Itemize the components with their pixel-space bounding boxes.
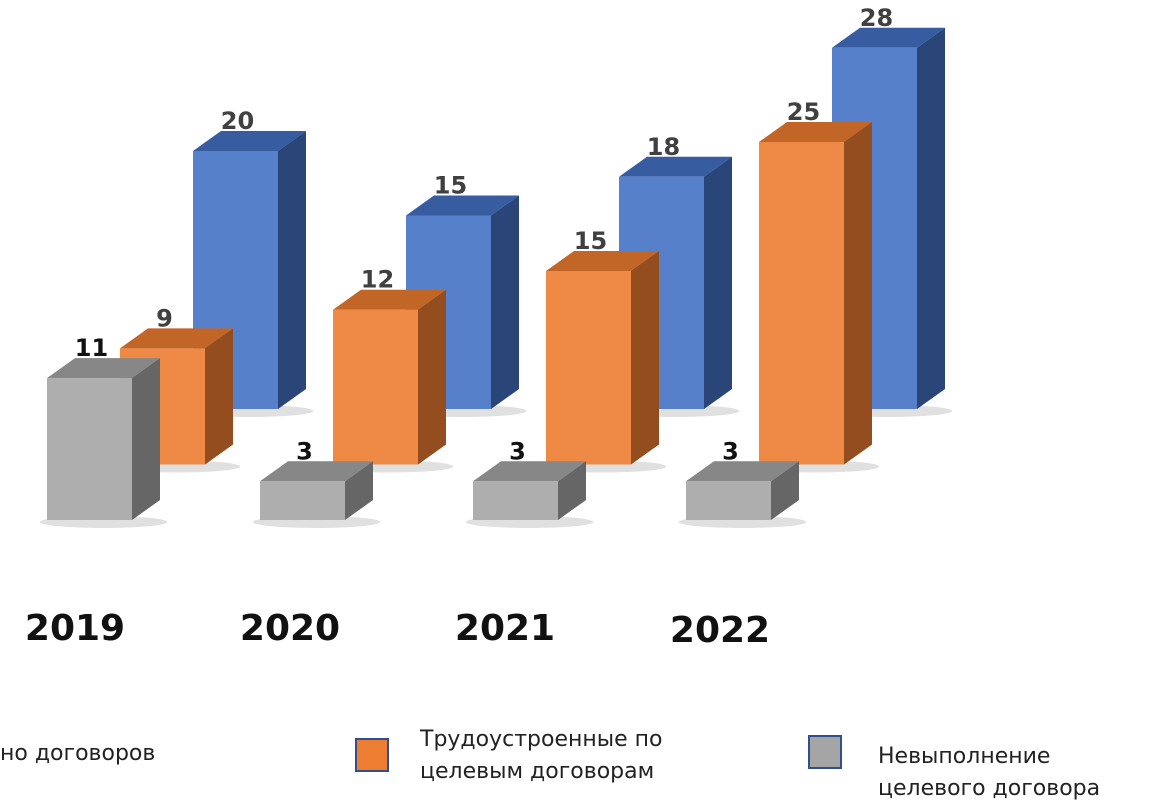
value-label: 15: [574, 227, 607, 255]
bar: [546, 271, 631, 465]
bar-top-shade: [473, 461, 586, 482]
bar-top: [686, 461, 799, 482]
bar-top: [193, 131, 306, 151]
bar-highlight: [686, 481, 771, 520]
bar-highlight: [546, 271, 631, 465]
value-label: 3: [296, 437, 313, 465]
bar-side: [844, 122, 872, 465]
bar-top-shade: [120, 328, 233, 349]
legend-swatch: [355, 738, 389, 772]
bar: [47, 378, 132, 520]
bar-side: [205, 328, 233, 465]
bar-top-shade: [546, 251, 659, 271]
legend-label: Невыполнение целевого договора: [878, 744, 1101, 801]
bar-side: [631, 251, 659, 465]
value-label: 20: [221, 107, 254, 135]
bar-top-shade: [333, 289, 446, 310]
bar-highlight: [47, 378, 132, 520]
bar-side-shade: [844, 122, 872, 465]
x-tick-label: 2019: [25, 608, 125, 649]
bar-top: [260, 461, 373, 482]
bar-side-shade: [132, 358, 160, 520]
value-label: 28: [860, 4, 893, 32]
value-label: 15: [434, 172, 467, 200]
bar-side: [345, 461, 373, 520]
bar-top: [406, 195, 519, 216]
bar-top-shade: [260, 461, 373, 482]
bar-highlight: [473, 481, 558, 520]
bar-side: [558, 461, 586, 520]
x-tick-label: 2022: [670, 610, 770, 651]
value-label: 18: [647, 133, 680, 161]
legend-label: Трудоустроенные по целевым договорам: [420, 727, 663, 784]
bar-highlight: [759, 142, 844, 465]
x-tick-label: 2021: [455, 608, 555, 649]
legend-label: но договоров: [0, 741, 156, 766]
plot: 20 15 18 28 9 12 15 25 11 3 3 3 2019 2020 2021 2022: [25, 4, 953, 651]
bar: [260, 481, 345, 520]
bar-top: [473, 461, 586, 482]
bar-side-shade: [704, 156, 732, 409]
bar-top: [759, 122, 872, 142]
bar-side-shade: [345, 461, 373, 520]
bar-side: [771, 461, 799, 520]
value-label: 25: [787, 98, 820, 126]
bar-top-shade: [619, 156, 732, 177]
bar-top-shade: [759, 122, 872, 142]
bar-top: [333, 289, 446, 310]
x-tick-label: 2020: [240, 608, 340, 649]
bar-side: [278, 131, 306, 409]
bar-side-shade: [278, 131, 306, 409]
bar-top-shade: [406, 195, 519, 216]
bar-side-shade: [558, 461, 586, 520]
bar-highlight: [260, 481, 345, 520]
bar-top-shade: [47, 358, 160, 379]
bar-top-shade: [832, 27, 945, 48]
bar-top: [832, 27, 945, 48]
bar-side-shade: [418, 289, 446, 465]
bar-top-shade: [193, 131, 306, 151]
legend-swatch: [808, 735, 842, 769]
bar-side: [491, 195, 519, 409]
bar-side-shade: [491, 195, 519, 409]
bar-top: [120, 328, 233, 349]
bar-top: [47, 358, 160, 379]
bar-side-shade: [771, 461, 799, 520]
bar: [686, 481, 771, 520]
bar-side-shade: [917, 27, 945, 410]
bar-side: [132, 358, 160, 520]
bar-top: [619, 156, 732, 177]
bar: [759, 142, 844, 465]
bar-side: [704, 156, 732, 409]
bar-side-shade: [631, 251, 659, 465]
bar-side-shade: [205, 328, 233, 465]
value-label: 9: [156, 304, 173, 332]
bar-side: [418, 289, 446, 465]
bar: [333, 309, 418, 465]
value-label: 3: [509, 437, 526, 465]
value-label: 12: [361, 266, 394, 294]
bar: [473, 481, 558, 520]
bar-top-shade: [686, 461, 799, 482]
value-label: 11: [75, 334, 108, 362]
bar-highlight: [333, 309, 418, 465]
bar-top: [546, 251, 659, 271]
value-label: 3: [722, 437, 739, 465]
bar-side: [917, 27, 945, 410]
